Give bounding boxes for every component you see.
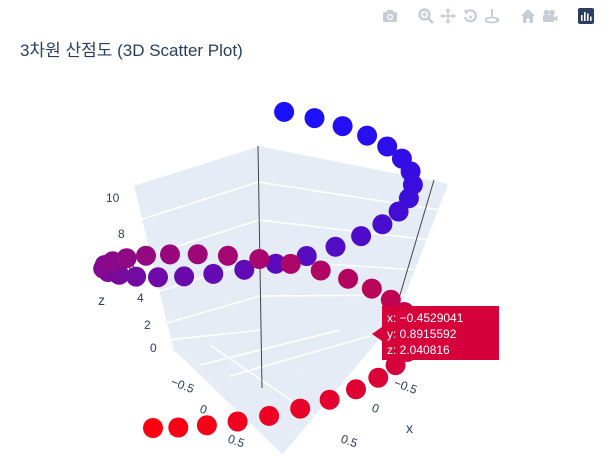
marker-48[interactable] bbox=[304, 108, 325, 129]
grid-floor-1 bbox=[229, 335, 371, 377]
y-tick-2: 0.5 bbox=[226, 432, 247, 451]
marker-16[interactable] bbox=[338, 268, 359, 289]
modebar bbox=[380, 6, 596, 26]
reset-camera-last-save-button[interactable] bbox=[540, 6, 560, 26]
marker-23[interactable] bbox=[136, 245, 156, 266]
marker-21[interactable] bbox=[187, 244, 208, 265]
marker-6[interactable] bbox=[319, 389, 340, 410]
plotly-logo-icon bbox=[578, 8, 594, 24]
marker-8[interactable] bbox=[368, 367, 389, 388]
marker-9[interactable] bbox=[385, 355, 406, 376]
marker-49[interactable] bbox=[274, 101, 295, 122]
marker-19[interactable] bbox=[249, 249, 270, 269]
z-tick-8: 8 bbox=[118, 227, 125, 241]
z-tick-2: 2 bbox=[144, 318, 151, 332]
marker-32[interactable] bbox=[174, 266, 195, 287]
marker-43[interactable] bbox=[400, 161, 421, 182]
marker-2[interactable] bbox=[196, 415, 217, 436]
x-tick-2: 0.5 bbox=[339, 432, 360, 451]
camera-icon bbox=[383, 10, 397, 22]
z-tick-4: 4 bbox=[137, 291, 144, 305]
marker-33[interactable] bbox=[203, 263, 224, 284]
chart-title: 3차원 산점도 (3D Scatter Plot) bbox=[20, 41, 243, 60]
marker-3[interactable] bbox=[227, 411, 248, 432]
marker-36[interactable] bbox=[296, 246, 317, 266]
grid-left-5 bbox=[166, 329, 262, 341]
grid-floor-0 bbox=[199, 329, 341, 366]
plotly-logo-button[interactable] bbox=[576, 6, 596, 26]
orbit-rotation-icon bbox=[463, 9, 477, 23]
marker-4[interactable] bbox=[259, 405, 280, 426]
hover-z-text: z: 2.040816 bbox=[387, 343, 450, 357]
y-tick-0: −0.5 bbox=[169, 375, 196, 396]
marker-31[interactable] bbox=[148, 267, 168, 288]
marker-39[interactable] bbox=[372, 214, 393, 235]
turntable-rotation-button[interactable] bbox=[482, 6, 502, 26]
marker-30[interactable] bbox=[126, 266, 147, 287]
marker-1[interactable] bbox=[168, 417, 189, 438]
home-icon bbox=[521, 9, 535, 23]
marker-7[interactable] bbox=[346, 379, 366, 400]
marker-0[interactable] bbox=[143, 418, 163, 438]
marker-37[interactable] bbox=[325, 236, 346, 257]
grid-floor-2 bbox=[174, 351, 283, 456]
marker-38[interactable] bbox=[351, 226, 372, 247]
hover-box bbox=[382, 306, 499, 360]
grid-left-1 bbox=[139, 181, 259, 221]
x-tick-0: −0.5 bbox=[392, 376, 419, 397]
marker-45[interactable] bbox=[377, 136, 398, 157]
marker-22[interactable] bbox=[160, 244, 180, 265]
pan-icon bbox=[440, 8, 456, 24]
marker-47[interactable] bbox=[332, 116, 353, 137]
turntable-rotation-icon bbox=[484, 9, 500, 24]
marker-5[interactable] bbox=[290, 398, 311, 419]
pane-left bbox=[134, 146, 262, 388]
video-camera-icon bbox=[543, 9, 558, 22]
pan-button[interactable] bbox=[438, 6, 458, 26]
marker-35[interactable] bbox=[265, 253, 286, 274]
x-tick-1: 0 bbox=[370, 401, 381, 417]
marker-17[interactable] bbox=[310, 260, 331, 281]
pane-floor bbox=[174, 319, 396, 455]
z-tick-10: 10 bbox=[106, 191, 120, 205]
grid-left-0 bbox=[133, 145, 259, 186]
marker-14[interactable] bbox=[380, 289, 401, 310]
hover-x-text: x: −0.4529041 bbox=[387, 311, 464, 325]
marker-20[interactable] bbox=[217, 245, 238, 266]
axis-label-x: x bbox=[406, 420, 413, 436]
z-tick-0: 0 bbox=[150, 341, 157, 355]
axis-label-z: z bbox=[98, 292, 105, 308]
hover-y-text: y: 0.8915592 bbox=[387, 327, 457, 341]
zoom-icon bbox=[418, 8, 434, 24]
reset-camera-default-button[interactable] bbox=[518, 6, 538, 26]
marker-46[interactable] bbox=[357, 125, 378, 146]
marker-15[interactable] bbox=[361, 278, 382, 299]
marker-34[interactable] bbox=[234, 259, 255, 280]
orbit-rotation-button[interactable] bbox=[460, 6, 480, 26]
marker-18[interactable] bbox=[280, 253, 301, 274]
hover-tooltip: x: −0.4529041 y: 0.8915592 z: 2.040816 bbox=[372, 306, 499, 360]
grid-right-1 bbox=[258, 219, 431, 241]
hover-pointer bbox=[372, 327, 382, 341]
zoom-button[interactable] bbox=[416, 6, 436, 26]
y-tick-1: 0 bbox=[198, 402, 209, 418]
download-png-button[interactable] bbox=[380, 6, 400, 26]
marker-24[interactable] bbox=[116, 248, 137, 269]
grid-left-4 bbox=[159, 295, 261, 326]
